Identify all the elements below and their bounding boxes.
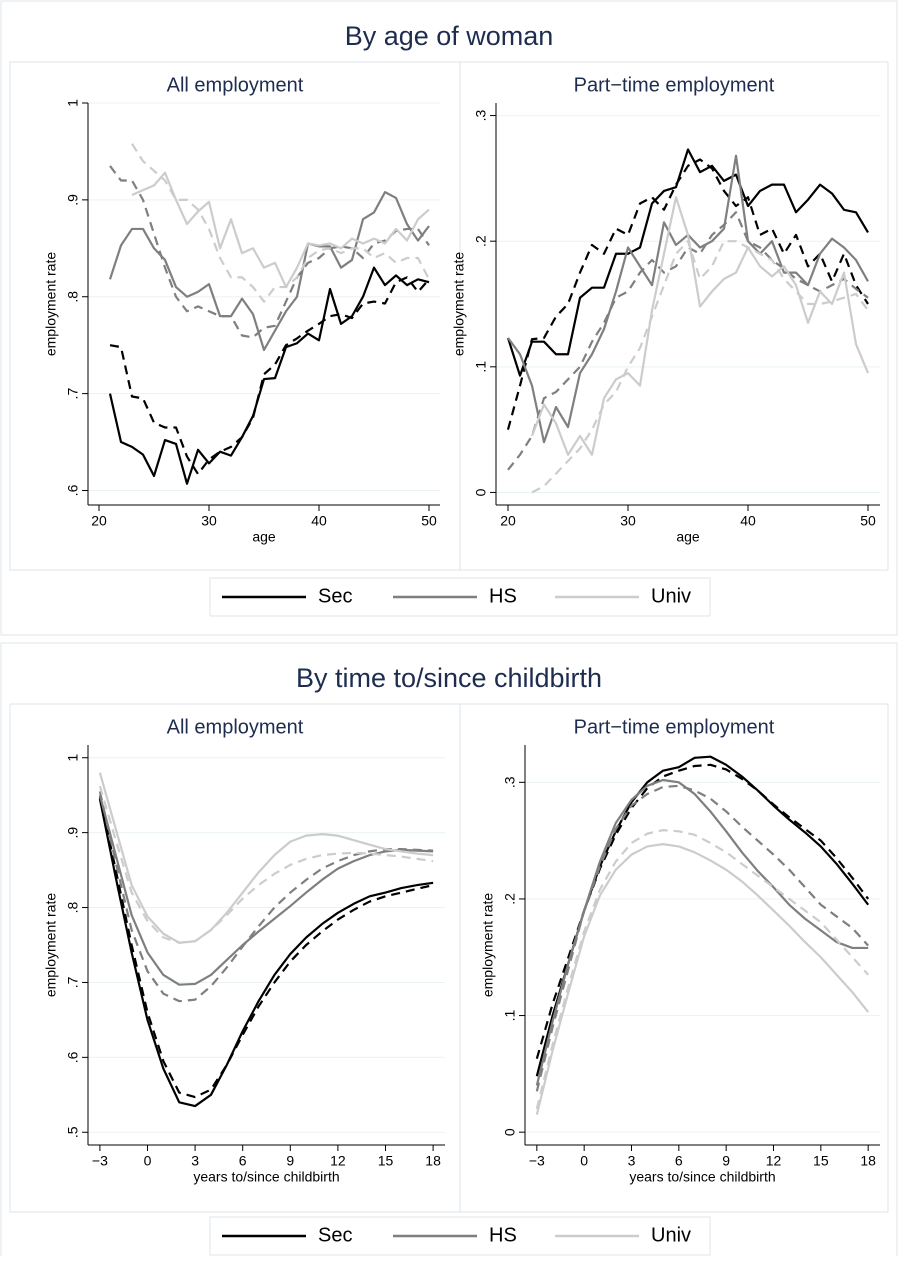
x-tick-label: 20 (91, 513, 107, 529)
dashed-line (109, 165, 430, 339)
x-axis-label: age (676, 529, 700, 545)
x-axis-label: years to/since childbirth (629, 1169, 775, 1185)
x-tick-label: 3 (191, 1153, 199, 1169)
dashed-line (131, 143, 430, 303)
y-tick-label: .8 (65, 291, 81, 303)
x-tick-label: 20 (500, 513, 516, 529)
solid-line (131, 171, 430, 289)
x-tick-label: 9 (722, 1153, 730, 1169)
x-tick-label: 15 (813, 1153, 829, 1169)
y-tick-label: .7 (65, 388, 81, 400)
y-tick-label: .1 (502, 1010, 518, 1022)
plot-area (525, 745, 880, 1145)
y-tick-label: .3 (473, 110, 489, 122)
dashed-line (535, 829, 869, 1110)
dashed-line (531, 240, 869, 494)
solid-line (98, 794, 434, 986)
y-tick-label: .6 (65, 484, 81, 496)
solid-line (108, 191, 430, 352)
y-tick-label: .9 (65, 827, 81, 839)
dashed-line (507, 211, 869, 471)
dashed-line (535, 784, 869, 1092)
x-tick-label: 12 (766, 1153, 782, 1169)
y-tick-label: .5 (65, 1126, 81, 1138)
x-tick-label: 6 (239, 1153, 247, 1169)
x-tick-label: 6 (675, 1153, 683, 1169)
y-tick-label: .1 (473, 361, 489, 373)
x-tick-label: 9 (286, 1153, 294, 1169)
legend-label: HS (489, 1224, 517, 1246)
solid-line (98, 798, 434, 1108)
dashed-line (109, 276, 430, 476)
legend-label: Sec (318, 1224, 352, 1246)
solid-line (535, 843, 870, 1115)
y-axis-label: employment rate (43, 252, 59, 356)
y-tick-label: .2 (502, 893, 518, 905)
solid-line (108, 266, 430, 485)
group-title: By age of woman (345, 21, 554, 51)
plot-area (88, 745, 445, 1145)
x-tick-label: 30 (201, 513, 217, 529)
x-tick-label: 50 (421, 513, 437, 529)
y-tick-label: .9 (65, 194, 81, 206)
y-axis-label: employment rate (43, 893, 59, 997)
group-title: By time to/since childbirth (296, 663, 602, 693)
x-tick-label: 50 (860, 513, 876, 529)
y-tick-label: .2 (473, 235, 489, 247)
panel-title: Part−time employment (574, 716, 775, 738)
x-tick-label: 3 (628, 1153, 636, 1169)
dashed-line (535, 763, 870, 1060)
solid-line (506, 148, 869, 377)
x-tick-label: 40 (740, 513, 756, 529)
x-tick-label: 30 (620, 513, 636, 529)
y-tick-label: 1 (65, 754, 81, 762)
x-tick-label: 0 (144, 1153, 152, 1169)
y-axis-label: employment rate (451, 252, 467, 356)
y-axis-label: employment rate (480, 893, 496, 997)
panel-title: Part−time employment (574, 74, 775, 96)
x-tick-label: 40 (311, 513, 327, 529)
dashed-line (98, 791, 434, 1003)
dashed-line (98, 796, 434, 1099)
panel-title: All employment (167, 74, 304, 96)
dashed-line (506, 158, 869, 430)
y-tick-label: 0 (502, 1128, 518, 1136)
x-tick-label: 15 (378, 1153, 394, 1169)
x-tick-label: 18 (860, 1153, 876, 1169)
dashed-line (98, 785, 434, 944)
legend-label: Univ (651, 585, 691, 607)
y-tick-label: 1 (65, 99, 81, 107)
legend-label: Sec (318, 585, 352, 607)
y-tick-label: .3 (502, 776, 518, 788)
x-axis-label: years to/since childbirth (193, 1169, 339, 1185)
x-tick-label: 18 (425, 1153, 441, 1169)
x-tick-label: 0 (580, 1153, 588, 1169)
legend-label: HS (489, 585, 517, 607)
y-tick-label: .6 (65, 1051, 81, 1063)
x-tick-label: 12 (330, 1153, 346, 1169)
y-tick-label: .7 (65, 976, 81, 988)
x-tick-label: −3 (529, 1153, 545, 1169)
solid-line (98, 772, 434, 944)
y-tick-label: .8 (65, 902, 81, 914)
solid-line (530, 196, 870, 456)
legend-label: Univ (651, 1224, 691, 1246)
x-tick-label: −3 (92, 1153, 108, 1169)
panel-title: All employment (167, 716, 304, 738)
plot-area (88, 103, 440, 505)
x-axis-label: age (252, 529, 276, 545)
y-tick-label: 0 (473, 488, 489, 496)
